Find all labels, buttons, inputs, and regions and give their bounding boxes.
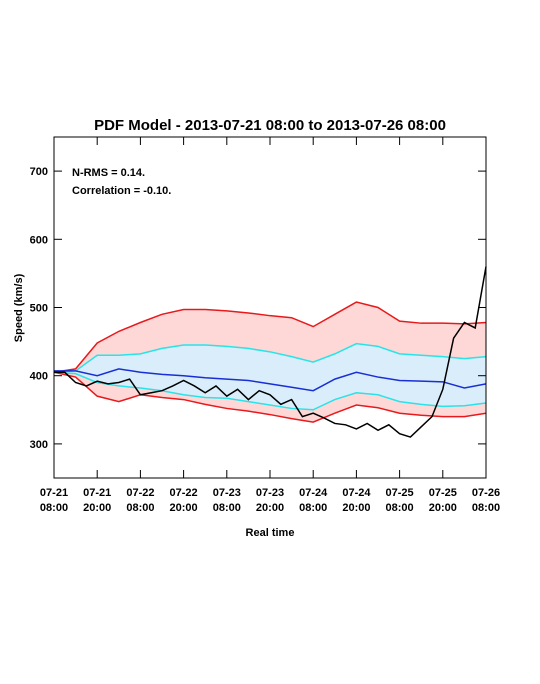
x-tick-label-line: 07-21 — [40, 487, 68, 499]
x-tick-label-line: 20:00 — [429, 502, 457, 514]
x-tick-label-line: 08:00 — [472, 502, 500, 514]
x-tick-label-line: 07-26 — [472, 487, 500, 499]
x-tick-label-line: 08:00 — [126, 502, 154, 514]
x-tick-label-line: 07-25 — [429, 487, 457, 499]
x-tick-label-line: 07-22 — [170, 487, 198, 499]
y-tick-label: 600 — [30, 234, 48, 246]
chart-title: PDF Model - 2013-07-21 08:00 to 2013-07-… — [94, 117, 446, 134]
x-tick-label: 07-23 20:00 — [256, 487, 284, 514]
annotation: N-RMS = 0.14. — [72, 167, 145, 179]
x-tick-label: 07-24 20:00 — [342, 487, 371, 514]
x-tick-label-line: 07-24 — [342, 487, 371, 499]
x-tick-label: 07-22 08:00 — [126, 487, 154, 514]
x-tick-label: 07-22 20:00 — [170, 487, 198, 514]
x-tick-label-line: 08:00 — [299, 502, 327, 514]
x-tick-label: 07-25 08:00 — [386, 487, 414, 514]
series-line — [53, 371, 487, 423]
annotation: Correlation = -0.10. — [72, 185, 171, 197]
x-tick-label-line: 07-22 — [126, 487, 154, 499]
y-tick-label: 500 — [30, 303, 48, 315]
x-tick-label-line: 20:00 — [342, 502, 370, 514]
x-tick-label: 07-25 20:00 — [429, 487, 457, 514]
x-tick-label: 07-21 20:00 — [83, 487, 111, 514]
x-tick-label-line: 07-23 — [256, 487, 284, 499]
x-tick-label: 07-26 08:00 — [472, 487, 500, 514]
x-tick-label: 07-21 08:00 — [40, 487, 68, 514]
y-axis-label: Speed (km/s) — [13, 273, 25, 342]
x-tick-label-line: 08:00 — [213, 502, 241, 514]
series-line — [54, 368, 487, 392]
x-tick-label-line: 08:00 — [40, 502, 68, 514]
series-line — [53, 371, 487, 411]
x-tick-label-line: 20:00 — [256, 502, 284, 514]
x-tick-label-line: 08:00 — [386, 502, 414, 514]
x-tick-label-line: 07-21 — [83, 487, 111, 499]
band-fill — [54, 343, 486, 410]
x-axis-label: Real time — [246, 527, 295, 539]
y-tick-label: 300 — [30, 439, 48, 451]
x-tick-label: 07-24 08:00 — [299, 487, 328, 514]
x-tick-label-line: 07-24 — [299, 487, 328, 499]
x-tick-label: 07-23 08:00 — [213, 487, 241, 514]
series-line — [53, 342, 487, 374]
x-tick-label-line: 20:00 — [170, 502, 198, 514]
x-tick-label-line: 07-23 — [213, 487, 241, 499]
y-tick-label: 700 — [30, 166, 48, 178]
x-tick-label-line: 07-25 — [386, 487, 414, 499]
series-line — [54, 266, 487, 438]
x-tick-label-line: 20:00 — [83, 502, 111, 514]
series-line — [53, 301, 487, 374]
y-tick-label: 400 — [30, 371, 48, 383]
